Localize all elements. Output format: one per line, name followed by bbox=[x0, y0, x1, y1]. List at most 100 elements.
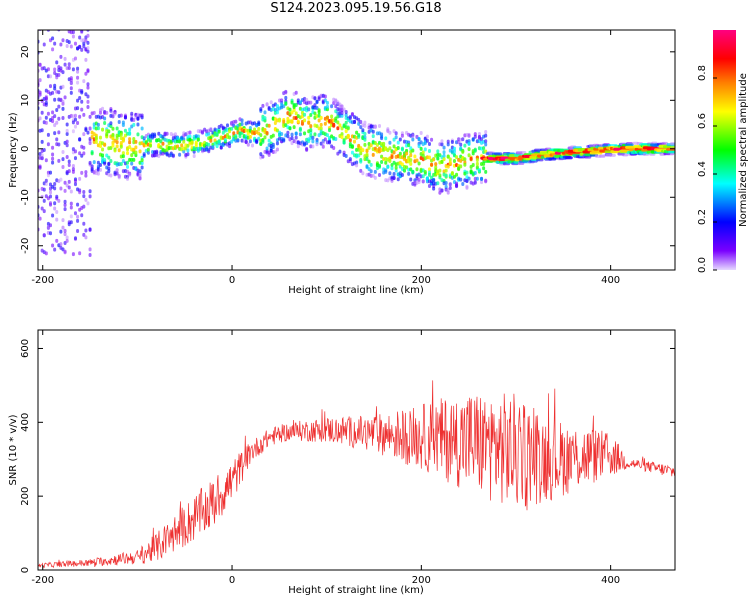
spectrogram-cell bbox=[296, 144, 300, 149]
spectrogram-cell bbox=[350, 111, 354, 116]
spectrogram-cell bbox=[55, 107, 59, 112]
spectrogram-cell bbox=[40, 156, 44, 161]
spectrogram-cell bbox=[334, 137, 338, 142]
spectrogram-cell bbox=[71, 34, 75, 39]
spectrogram-cell bbox=[484, 142, 488, 147]
spectrogram-cell bbox=[263, 128, 267, 133]
spectrogram-cell bbox=[61, 150, 65, 155]
spectrogram-cell bbox=[348, 157, 352, 162]
spectrogram-cell bbox=[111, 143, 115, 148]
spectrogram-cell bbox=[311, 144, 315, 149]
spectrogram-cell bbox=[359, 119, 363, 124]
spectrogram-cell bbox=[157, 154, 161, 159]
spectrogram-cell bbox=[65, 155, 69, 160]
spectrogram-cell bbox=[44, 115, 48, 120]
spectrogram-cell bbox=[448, 157, 452, 162]
spectrogram-cell bbox=[350, 144, 354, 149]
spectrogram-cell bbox=[55, 137, 59, 142]
spectrogram-cell bbox=[348, 141, 352, 146]
spectrogram-cell bbox=[165, 131, 169, 136]
spectrogram-cell bbox=[467, 153, 471, 158]
spectrogram-cell bbox=[88, 114, 92, 119]
spectrogram-cell bbox=[73, 149, 77, 154]
spectrogram-cell bbox=[71, 163, 75, 168]
spectrogram-cell bbox=[130, 161, 134, 166]
spectrogram-cell bbox=[148, 138, 152, 143]
spectrogram-cell bbox=[61, 157, 65, 162]
spectrogram-cell bbox=[71, 252, 75, 257]
spectrogram-cell bbox=[69, 81, 73, 86]
spectrogram-cell bbox=[132, 122, 136, 127]
spectrogram-cell bbox=[259, 107, 263, 112]
spectrogram-cell bbox=[338, 149, 342, 154]
colorbar: 0.0 0.2 0.4 0.6 0.8 Normalized spectral ampl… bbox=[697, 30, 749, 273]
spectrogram-cell bbox=[409, 158, 413, 163]
spectrogram-cell bbox=[384, 169, 388, 174]
spectrogram-cell bbox=[51, 145, 55, 150]
spectrogram-cell bbox=[473, 147, 477, 152]
spectrogram-cell bbox=[455, 155, 459, 160]
y-tick-label: -10 bbox=[20, 189, 31, 205]
spectrogram-cell bbox=[132, 157, 136, 162]
snr-y-axis-label: SNR (10 * v/v) bbox=[8, 414, 19, 485]
spectrogram-cell bbox=[82, 41, 86, 46]
spectrogram-cell bbox=[98, 135, 102, 140]
spectrogram-cell bbox=[228, 144, 232, 149]
spectrogram-cell bbox=[286, 130, 290, 135]
spectrogram-cell bbox=[388, 140, 392, 145]
spectrogram-cell bbox=[259, 133, 263, 138]
spectrogram-x-axis: -200 0 200 400 bbox=[31, 30, 620, 286]
spectrogram-cell bbox=[76, 218, 80, 223]
spectrogram-cell bbox=[82, 112, 86, 117]
spectrogram-cell bbox=[80, 47, 84, 52]
spectrogram-cell bbox=[140, 165, 144, 170]
spectrogram-cell bbox=[284, 95, 288, 100]
spectrogram-cell bbox=[109, 159, 113, 164]
spectrogram-cell bbox=[80, 213, 84, 218]
spectrogram-cell bbox=[477, 131, 481, 136]
spectrogram-cell bbox=[417, 137, 421, 142]
spectrogram-cell bbox=[148, 143, 152, 148]
spectrogram-cell bbox=[65, 122, 69, 127]
spectrogram-cell bbox=[622, 153, 629, 157]
spectrogram-cell bbox=[61, 116, 65, 121]
spectrogram-cell bbox=[584, 155, 592, 159]
spectrogram-cell bbox=[398, 151, 402, 156]
spectrogram-cell bbox=[303, 118, 307, 123]
spectrogram-cell bbox=[53, 201, 57, 206]
snr-x-axis: -200 0 200 400 bbox=[31, 330, 620, 586]
spectrogram-cell bbox=[361, 171, 365, 176]
spectrogram-cell bbox=[84, 170, 88, 175]
spectrogram-cell bbox=[463, 157, 467, 162]
spectrogram-cell bbox=[126, 160, 130, 165]
spectrogram-cell bbox=[238, 134, 242, 139]
spectrogram-cell bbox=[467, 141, 471, 146]
spectrogram-cell bbox=[378, 173, 382, 178]
spectrogram-cell bbox=[153, 132, 157, 137]
spectrogram-cell bbox=[325, 133, 329, 138]
spectrogram-cell bbox=[119, 162, 123, 167]
spectrogram-cell bbox=[78, 35, 82, 40]
spectrogram-cell bbox=[44, 100, 48, 105]
spectrogram-cell bbox=[78, 114, 82, 119]
spectrogram-cell bbox=[394, 131, 398, 136]
spectrogram-cell bbox=[380, 154, 384, 159]
spectrogram-cell bbox=[140, 161, 144, 166]
spectrogram-cell bbox=[405, 151, 409, 156]
spectrogram-cell bbox=[63, 56, 67, 61]
spectrogram-cell bbox=[88, 126, 92, 131]
spectrogram-cell bbox=[275, 141, 279, 146]
spectrogram-cell bbox=[51, 243, 55, 248]
spectrogram-cell bbox=[67, 169, 71, 174]
spectrogram-cell bbox=[440, 142, 444, 147]
spectrogram-cell bbox=[388, 130, 392, 135]
spectrogram-cell bbox=[101, 127, 105, 132]
spectrogram-cell bbox=[467, 147, 471, 152]
spectrogram-cell bbox=[386, 164, 390, 169]
spectrogram-cell bbox=[92, 110, 96, 115]
spectrogram-cell bbox=[128, 137, 132, 142]
spectrogram-cell bbox=[273, 149, 277, 154]
spectrogram-cell bbox=[290, 110, 294, 115]
spectrogram-cell bbox=[178, 139, 182, 144]
spectrogram-cell bbox=[82, 25, 85, 29]
